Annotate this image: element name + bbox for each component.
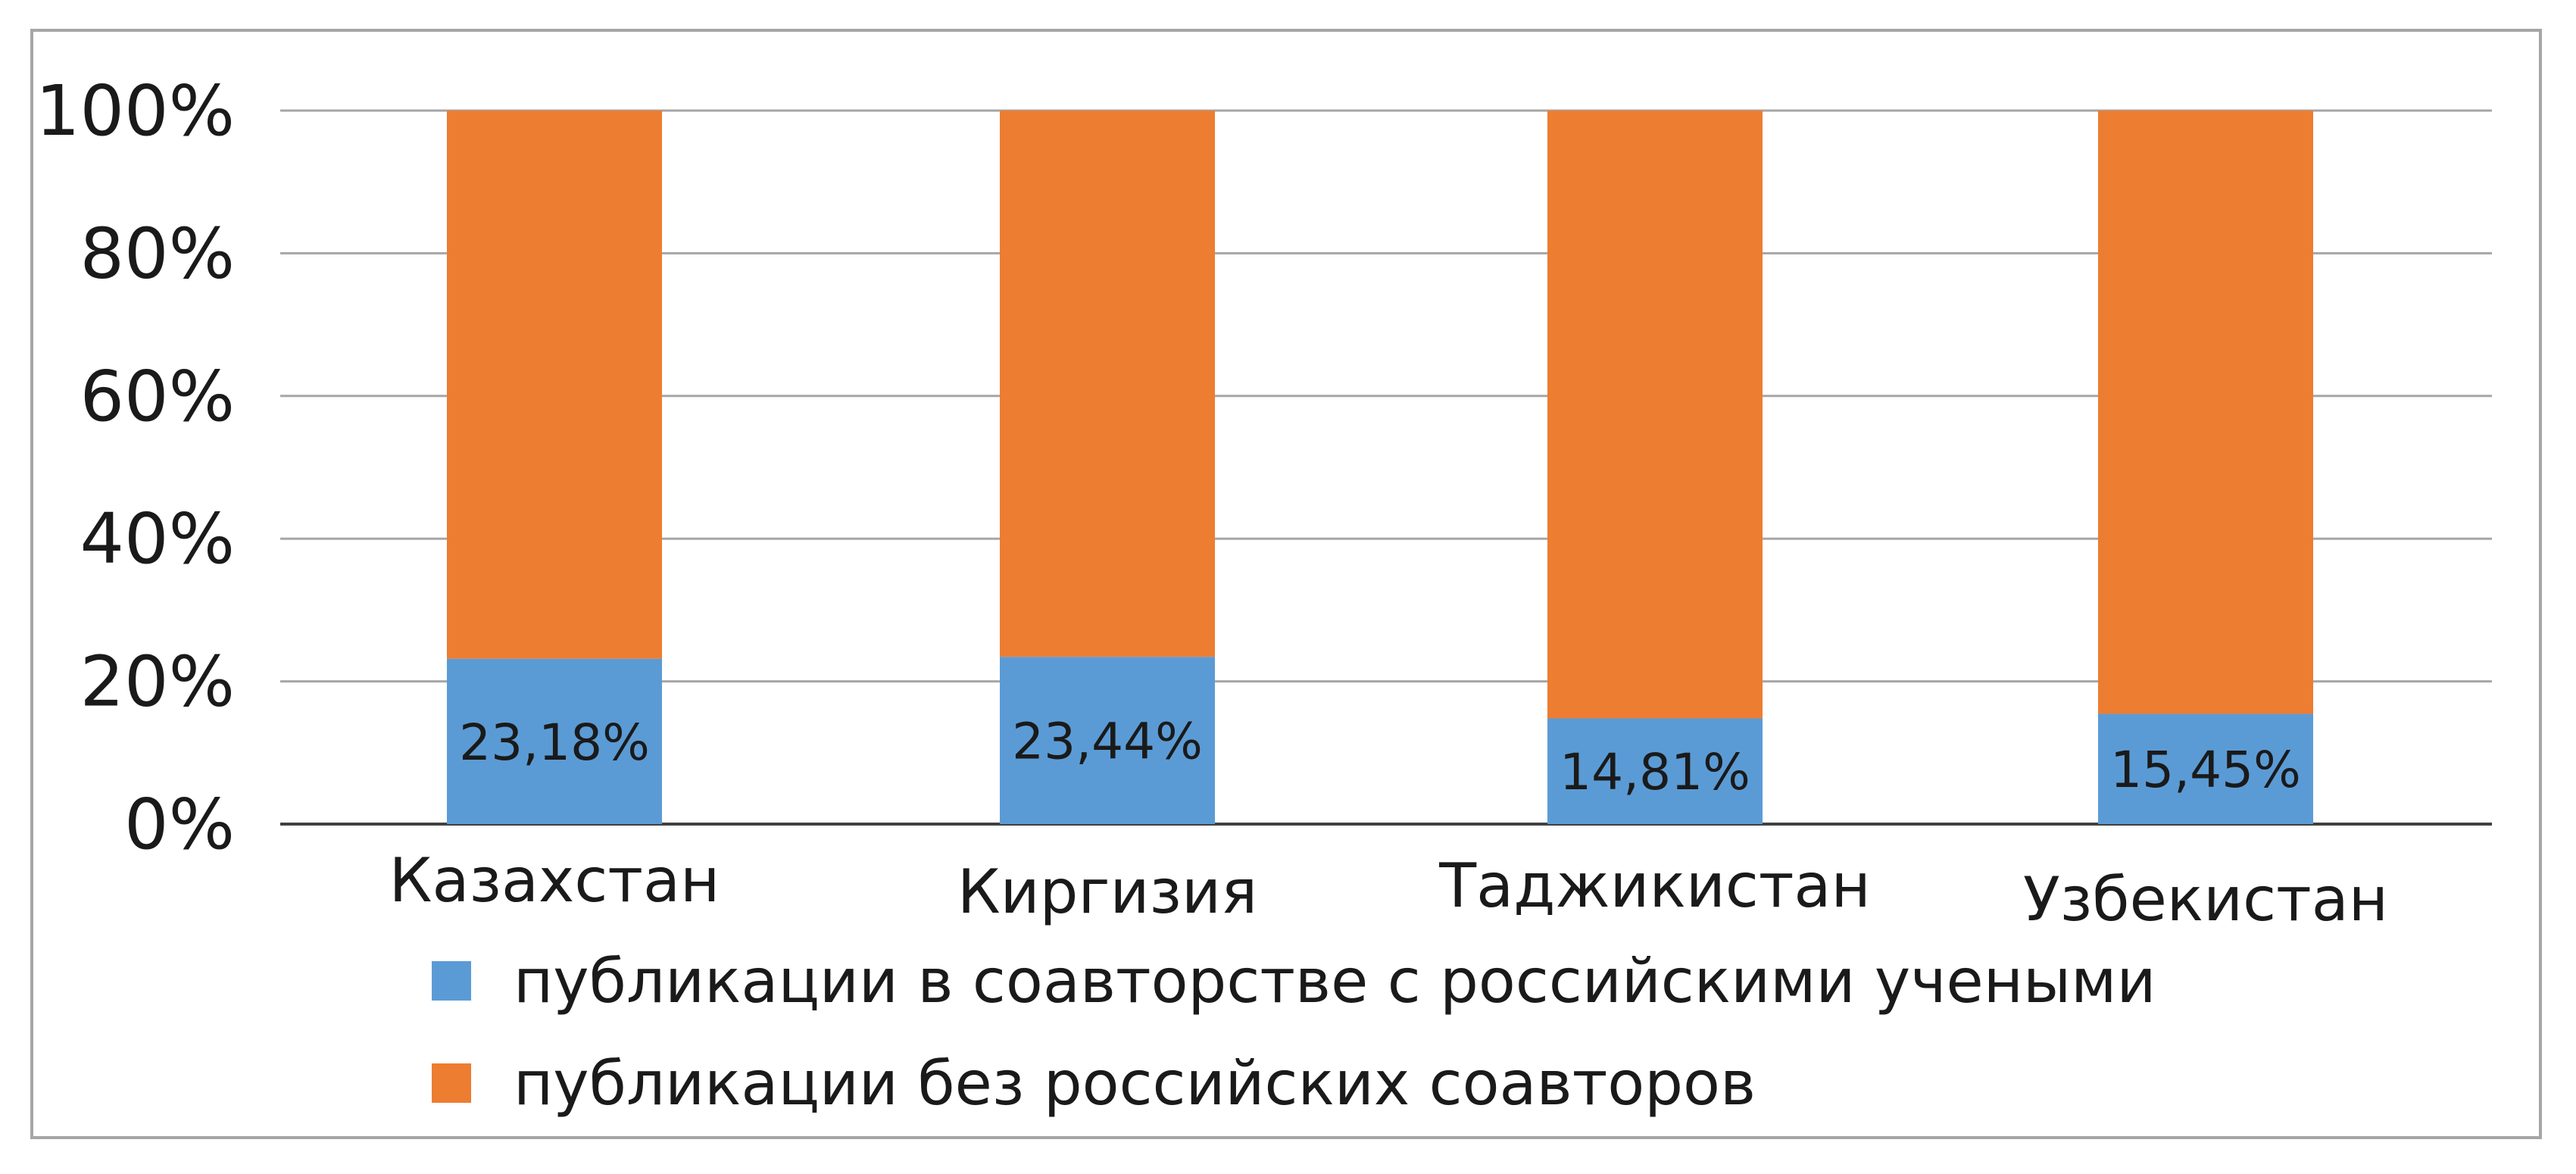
bar-segment-without-russian-coauthors [1547, 111, 1763, 719]
legend: публикации в соавторстве с российскими у… [432, 946, 2156, 1119]
bar-segment-without-russian-coauthors [2098, 111, 2313, 714]
x-axis: Казахстан Киргизия Таджикистан Узбекистан [389, 845, 2388, 935]
x-tick-label: Казахстан [389, 845, 720, 916]
x-tick-label: Узбекистан [2023, 864, 2388, 935]
data-label: 23,44% [1012, 713, 1203, 771]
x-tick-label: Киргизия [957, 857, 1257, 927]
y-tick-label: 0% [124, 784, 235, 865]
y-tick-label: 100% [36, 70, 235, 151]
data-labels: 23,18% 23,44% 14,81% 15,45% [459, 713, 2301, 802]
bar-segment-with-russian-coauthors [1000, 657, 1215, 824]
y-axis: 0% 20% 40% 60% 80% 100% [36, 70, 235, 865]
y-tick-label: 60% [80, 356, 235, 437]
x-tick-label: Таджикистан [1438, 851, 1871, 921]
bars [447, 111, 2313, 824]
y-tick-label: 20% [80, 642, 235, 723]
legend-swatch [432, 961, 471, 1001]
data-label: 23,18% [459, 713, 650, 772]
bar-segment-without-russian-coauthors [1000, 111, 1215, 657]
legend-label: публикации в соавторстве с российскими у… [514, 946, 2156, 1016]
legend-label: публикации без российских соавторов [514, 1048, 1756, 1119]
bar-segment-without-russian-coauthors [447, 111, 662, 659]
data-label: 14,81% [1560, 743, 1750, 801]
y-tick-label: 80% [80, 213, 235, 294]
bar-segment-with-russian-coauthors [2098, 713, 2313, 824]
legend-swatch [432, 1063, 471, 1103]
bar-segment-with-russian-coauthors [447, 658, 662, 824]
bar-segment-with-russian-coauthors [1547, 718, 1763, 824]
data-label: 15,45% [2110, 741, 2301, 799]
y-tick-label: 40% [80, 498, 235, 579]
